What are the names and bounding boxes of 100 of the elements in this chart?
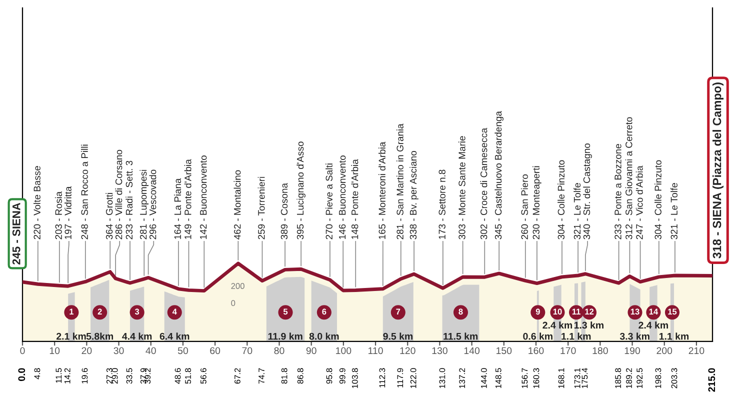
annotation: 2.4 km [638,321,668,329]
annotation: 338 - Bv. per Asciano [410,150,418,240]
annotation: 8.0 km [309,332,339,340]
annotation: 203 - Rosia [55,191,62,240]
annotation: 245 - SIENA [12,202,20,265]
x-tick-label: 60 [210,347,220,354]
band-label: 9 [536,308,540,315]
x-tick-label: 160 [528,347,544,354]
x2-tick-label: 4.8 [34,368,40,380]
x2-tick-label: 122.0 [410,368,416,388]
annotation: 197 - Vidritta [64,186,72,239]
x2-tick-label: 29.0 [112,368,118,384]
x-tick-label: 90 [306,347,316,354]
annotation: 248 - San Rocco a Pilli [81,144,88,240]
annotation: 2.1 km [56,332,86,340]
x2-tick-label: 160.3 [533,368,540,388]
annotation: 389 - Cosona [280,182,288,240]
x2-tick-label: 144.0 [480,368,487,388]
x2-tick-label: 103.8 [352,368,358,388]
band-label: 13 [630,308,640,315]
annotation: 149 - Ponte d'Arbia [184,159,192,239]
band-label: 4 [172,308,177,314]
annotation: 1.1 km [659,332,689,340]
x-tick-label: 190 [624,347,640,354]
x2-tick-label: 39.2 [144,368,151,384]
x-tick-label: 180 [592,347,608,354]
x2-tick-label: 86.8 [297,368,304,384]
x-tick-label: 200 [656,347,672,354]
annotation: 233 - Radi - Sett. 3 [126,160,133,240]
x-tick-label: 140 [464,347,480,354]
annotation: 142 - Buonconvento [200,156,207,239]
band-label: 12 [585,308,594,314]
x-tick-label: 80 [274,347,284,354]
band-label: 5 [283,308,288,315]
annotation: 230 - Monteaperti [532,166,542,240]
x-tick-label: 110 [368,347,383,354]
annotation: 233 - Ponte a Bozzone [614,144,622,240]
annotation: 270 - Pieve a Salti [326,164,332,240]
x2-tick-label: 33.5 [126,368,132,384]
annotation: 318 - SIENA (Piazza del Campo) [712,82,724,258]
annotation: 3.3 km [620,332,650,340]
annotation: 5.8km [86,332,114,340]
band-label: 15 [668,308,677,315]
annotation: 296 - Vescovado [149,170,156,240]
band-label: 10 [553,308,562,315]
x2-tick-label: 131.0 [439,368,446,388]
annotation: 462 - Montalcino [234,170,241,240]
annotation: 0.6 km [523,332,552,340]
band-label: 1 [70,308,74,314]
x2-tick-label: 81.8 [281,368,288,384]
x2-tick-label: 37.9 [140,368,146,384]
annotation: 281 - Lupompesi [140,170,149,240]
x2-tick-label: 0.0 [18,368,26,381]
x-tick-label: 120 [400,347,416,354]
x2-tick-label: 192.5 [636,368,643,388]
x2-tick-label: 11.5 [56,368,62,383]
annotation: 281 - San Martino in Grania [396,124,404,240]
x2-tick-label: 74.7 [258,368,264,384]
x2-tick-label: 137.2 [459,368,466,388]
x2-tick-label: 99.9 [339,368,346,384]
x2-tick-label: 95.8 [326,368,332,384]
x2-tick-label: 56.6 [200,368,206,384]
x2-tick-label: 198.3 [655,368,662,388]
annotation: 6.4 km [160,332,190,340]
annotation: 148 - Ponte d'Arbia [351,159,358,239]
x2-tick-label: 215.0 [708,368,716,392]
annotation: 321 - Le Tolfe [670,183,678,240]
x2-tick-label: 203.3 [671,368,678,388]
annotation: 286 - Ville di Corsano [115,150,122,240]
x-tick-label: 50 [178,347,188,354]
x-tick-label: 100 [336,347,352,354]
annotation: 11.5 km [444,332,478,340]
x2-tick-label: 156.7 [522,368,528,388]
annotation: 312 - San Giovanni a Cerreto [625,117,632,240]
x2-tick-label: 117.9 [397,368,404,388]
annotation: 9.5 km [383,332,413,340]
x2-tick-label: 14.2 [64,368,70,384]
x-tick-label: 150 [496,347,512,354]
annotation: 259 - Torrenieri [258,176,265,240]
x-tick-label: 170 [560,347,576,354]
annotation: 4.4 km [122,332,152,340]
band-label: 6 [322,308,326,315]
x-tick-label: 40 [146,347,156,354]
band-label: 8 [458,308,463,315]
band-label: 14 [649,308,658,314]
annotation: 303 - Monte Sante Marie [458,136,466,240]
annotation: 304 - Colle Pinzuto [654,160,662,240]
annotation: 304 - Colle Pinzuto [558,160,565,240]
x2-tick-label: 185.8 [615,368,622,388]
annotation: 173 - Settore n.8 [438,170,446,239]
annotation: 11.9 km [268,332,302,340]
x-tick-label: 130 [432,347,448,354]
x2-tick-label: 27.3 [106,368,112,384]
annotation: 345 - Castelnuovo Berardenga [494,111,504,240]
x-tick-label: 20 [82,347,92,354]
band-label: 2 [98,308,102,314]
x2-tick-label: 19.6 [82,368,88,384]
x2-tick-label: 168.1 [558,368,564,388]
annotation: 1.1 km [562,332,591,340]
x-tick-label: 70 [242,347,252,354]
